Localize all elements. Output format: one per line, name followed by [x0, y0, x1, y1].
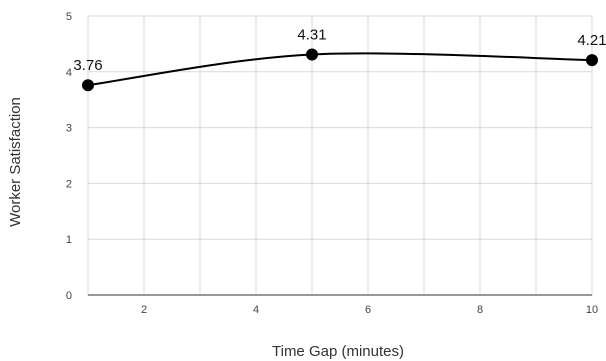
y-tick-label: 3: [66, 123, 72, 135]
x-tick-label: 10: [586, 304, 598, 316]
data-point-marker: [306, 48, 318, 61]
y-tick-label: 1: [66, 234, 72, 246]
x-tick-label: 8: [477, 304, 483, 316]
x-tick-labels: 2 4 6 8 10: [141, 304, 598, 316]
x-tick-label: 2: [141, 304, 147, 316]
data-point-marker: [82, 79, 94, 92]
x-tick-label: 6: [365, 304, 371, 316]
y-tick-label: 5: [66, 11, 72, 23]
y-tick-labels: 0 1 2 3 4 5: [66, 11, 72, 302]
y-tick-label: 0: [66, 290, 72, 302]
data-labels: 3.76 4.31 4.21: [73, 27, 606, 75]
x-tick-label: 4: [253, 304, 259, 316]
series-markers: [82, 48, 598, 92]
data-label: 3.76: [73, 57, 102, 74]
data-point-marker: [586, 54, 598, 67]
y-tick-label: 2: [66, 178, 72, 190]
y-tick-label: 4: [66, 67, 72, 79]
data-label: 4.21: [577, 32, 606, 49]
data-label: 4.31: [297, 27, 326, 44]
x-axis-title: Time Gap (minutes): [272, 343, 404, 360]
grid: [87, 15, 593, 295]
series-line: [87, 52, 593, 87]
y-axis-title: Worker Satisfaction: [7, 97, 24, 227]
